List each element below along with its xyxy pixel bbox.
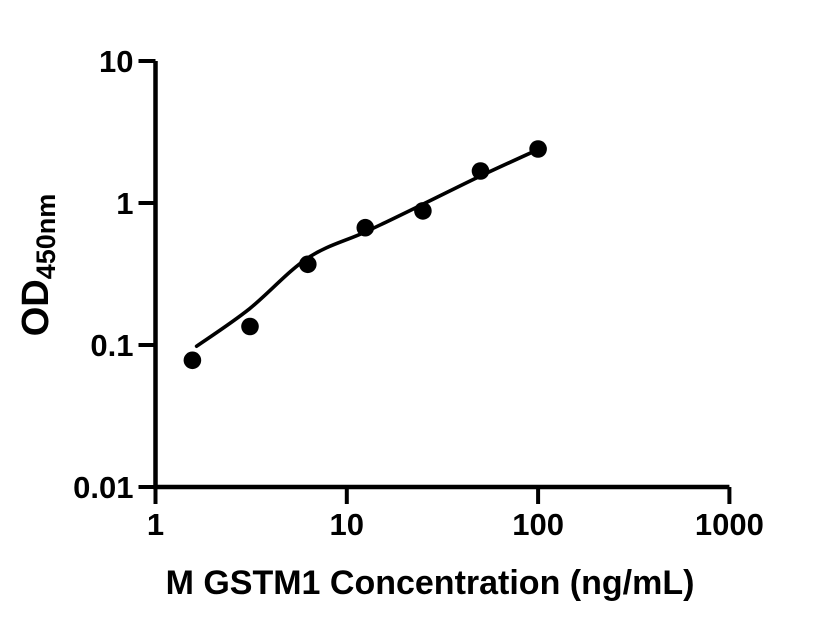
y-axis-title: OD450nm [15, 194, 61, 337]
data-point [414, 202, 432, 220]
x-tick-label: 100 [512, 507, 564, 542]
data-point [241, 317, 259, 336]
y-tick-label: 1 [116, 186, 133, 221]
axes-layer: 10 1 0.1 0.01 1 10 100 1000 [73, 44, 764, 542]
axis-spine [153, 61, 730, 490]
fit-curve [194, 147, 540, 348]
y-tick-label: 0.1 [90, 328, 133, 363]
y-tick-label: 10 [99, 44, 133, 79]
y-tick-label: 0.01 [73, 470, 133, 505]
x-tick-label: 1000 [695, 507, 764, 542]
data-point [356, 218, 375, 237]
data-point [529, 140, 547, 158]
data-point [299, 255, 317, 274]
data-point [471, 162, 490, 180]
data-point [183, 351, 202, 370]
y-axis-title-sub: 450nm [31, 194, 61, 280]
y-axis-title-main: OD [15, 279, 57, 336]
x-tick-label: 1 [147, 507, 164, 542]
x-axis-title: M GSTM1 Concentration (ng/mL) [166, 564, 695, 602]
x-tick-label: 10 [330, 507, 364, 542]
data-layer [183, 140, 547, 370]
